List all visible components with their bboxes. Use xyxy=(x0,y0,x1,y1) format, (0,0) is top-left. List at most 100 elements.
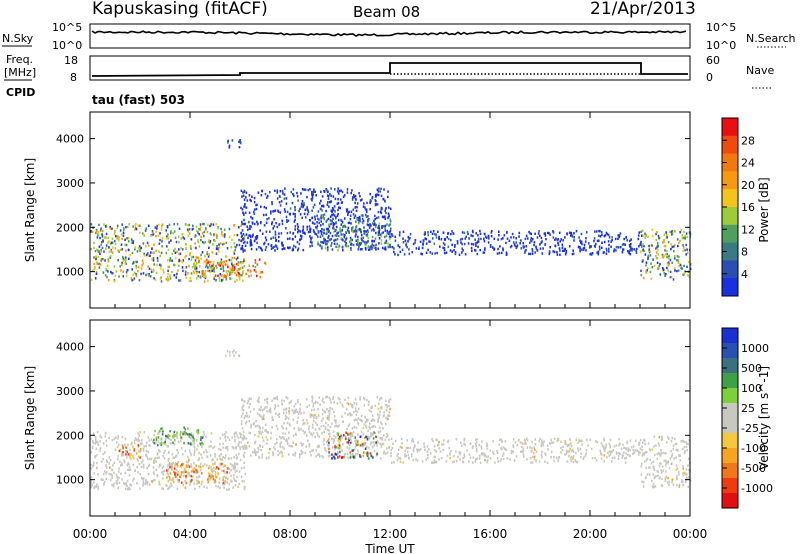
echo-cell xyxy=(388,399,390,402)
echo-cell xyxy=(151,258,153,261)
echo-cell xyxy=(256,220,258,223)
echo-cell xyxy=(353,216,356,219)
echo-cell xyxy=(329,454,331,457)
echo-cell xyxy=(197,239,199,242)
echo-cell xyxy=(679,459,681,462)
echo-cell xyxy=(347,396,350,399)
echo-cell xyxy=(134,228,136,231)
echo-cell xyxy=(408,252,411,256)
echo-cell xyxy=(642,485,645,488)
echo-cell xyxy=(148,464,150,468)
echo-cell xyxy=(277,413,279,417)
echo-cell xyxy=(137,471,139,474)
echo-cell xyxy=(533,241,536,244)
echo-cell xyxy=(647,257,649,261)
echo-cell xyxy=(225,431,227,434)
echo-cell xyxy=(534,438,536,441)
echo-cell xyxy=(663,240,665,244)
echo-cell xyxy=(219,462,222,466)
echo-cell xyxy=(205,260,207,263)
echo-cell xyxy=(644,253,647,256)
echo-cell xyxy=(198,261,200,264)
echo-cell xyxy=(638,443,640,446)
echo-cell xyxy=(372,227,375,231)
echo-cell xyxy=(160,228,163,231)
echo-cell xyxy=(99,229,102,232)
echo-cell xyxy=(226,273,228,276)
echo-cell xyxy=(535,450,538,453)
echo-cell xyxy=(182,236,184,239)
echo-cell xyxy=(520,239,522,242)
echo-cell xyxy=(348,231,350,234)
echo-cell xyxy=(257,222,259,225)
echo-cell xyxy=(598,245,601,248)
echo-cell xyxy=(638,245,640,248)
echo-cell xyxy=(241,479,244,483)
echo-cell xyxy=(197,432,199,435)
echo-cell xyxy=(362,221,365,225)
echo-cell xyxy=(314,435,316,438)
echo-cell xyxy=(285,411,288,414)
echo-cell xyxy=(253,208,256,211)
echo-cell xyxy=(273,209,276,213)
echo-cell xyxy=(682,474,685,477)
echo-cell xyxy=(315,449,318,452)
echo-cell xyxy=(331,234,334,238)
echo-cell xyxy=(294,218,296,221)
echo-cell xyxy=(278,223,281,226)
echo-cell xyxy=(248,275,250,278)
echo-cell xyxy=(178,241,180,244)
echo-cell xyxy=(293,427,296,430)
echo-cell xyxy=(265,213,267,216)
echo-cell xyxy=(152,232,155,235)
echo-cell xyxy=(170,230,172,233)
echo-cell xyxy=(498,251,501,255)
echo-cell xyxy=(250,225,252,228)
echo-cell xyxy=(207,266,209,269)
echo-cell xyxy=(153,433,155,437)
echo-cell xyxy=(373,219,375,223)
echo-cell xyxy=(272,453,274,457)
echo-cell xyxy=(166,226,169,229)
echo-cell xyxy=(399,445,402,449)
echo-cell xyxy=(374,432,377,435)
echo-cell xyxy=(140,267,143,270)
echo-cell xyxy=(355,413,358,417)
echo-cell xyxy=(524,251,526,254)
echo-cell xyxy=(169,485,171,488)
echo-cell xyxy=(357,229,359,232)
echo-cell xyxy=(431,461,433,464)
echo-cell xyxy=(325,243,327,246)
echo-cell xyxy=(406,246,408,249)
echo-cell xyxy=(235,454,238,457)
echo-cell xyxy=(327,415,329,418)
echo-cell xyxy=(97,255,99,258)
echo-cell xyxy=(262,408,264,412)
echo-cell xyxy=(640,465,643,468)
echo-cell xyxy=(135,274,138,278)
echo-cell xyxy=(684,237,687,240)
echo-cell xyxy=(132,445,134,449)
echo-cell xyxy=(257,446,259,450)
echo-cell xyxy=(538,460,541,463)
echo-cell xyxy=(285,197,288,200)
echo-cell xyxy=(210,440,212,443)
echo-cell xyxy=(247,399,250,402)
echo-cell xyxy=(405,242,408,245)
echo-cell xyxy=(596,239,599,243)
echo-cell xyxy=(386,229,389,233)
echo-cell xyxy=(663,451,665,455)
echo-cell xyxy=(264,248,267,251)
echo-cell xyxy=(201,251,204,254)
echo-cell xyxy=(95,257,98,261)
echo-cell xyxy=(128,474,131,477)
echo-cell xyxy=(313,417,315,420)
echo-cell xyxy=(683,445,686,449)
echo-cell xyxy=(646,457,649,460)
echo-cell xyxy=(447,245,450,248)
echo-cell xyxy=(627,249,629,253)
echo-cell xyxy=(156,224,158,228)
echo-cell xyxy=(330,187,332,190)
echo-cell xyxy=(222,483,224,486)
echo-cell xyxy=(322,456,325,459)
